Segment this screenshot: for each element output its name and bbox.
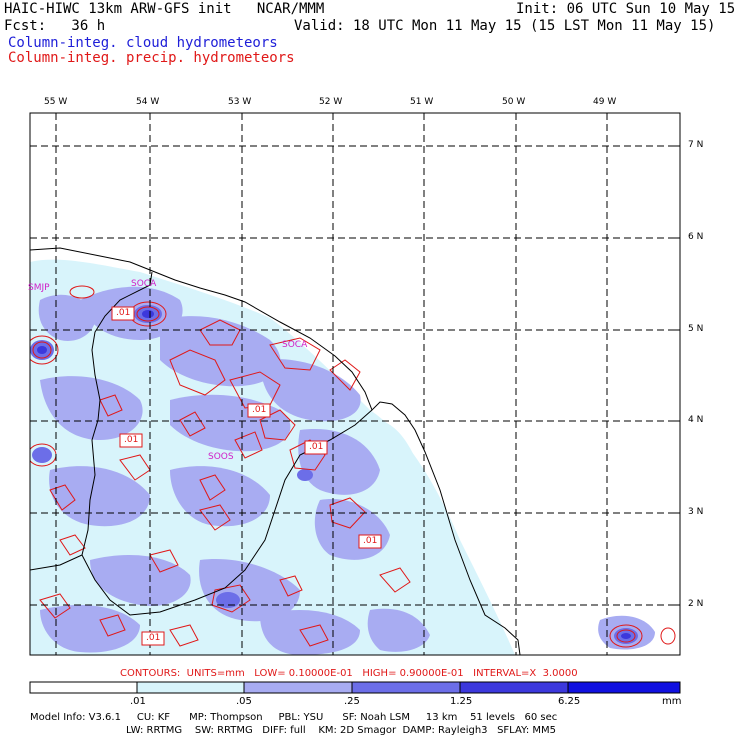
contour-value-label: .01 — [252, 405, 267, 415]
contours-info: CONTOURS: UNITS=mm LOW= 0.10000E-01 HIGH… — [120, 668, 578, 679]
lon-label: 49 W — [593, 97, 617, 107]
lat-label: 6 N — [688, 232, 704, 242]
forecast-hour: Fcst: 36 h — [4, 18, 106, 34]
colorbar-label: .01 — [130, 696, 146, 707]
station-label: SOOS — [208, 452, 234, 462]
grid-lines — [30, 113, 680, 655]
legend-precip: Column-integ. precip. hydrometeors — [8, 50, 295, 66]
model-title: HAIC-HIWC 13km ARW-GFS init NCAR/MMM — [4, 1, 325, 17]
colorbar-unit: mm — [662, 696, 682, 707]
contour-value-label: .01 — [309, 442, 324, 452]
lat-label: 3 N — [688, 507, 704, 517]
model-info-line2: LW: RRTMG SW: RRTMG DIFF: full KM: 2D Sm… — [126, 725, 556, 736]
colorbar-label: .25 — [344, 696, 360, 707]
map-frame — [29, 112, 681, 656]
contour-value-label: .01 — [116, 308, 131, 318]
colorbar-label: 1.25 — [450, 696, 473, 707]
colorbar-label: .05 — [236, 696, 252, 707]
colorbar — [29, 681, 681, 694]
precip-contours — [30, 285, 676, 648]
station-label: SMJP — [28, 283, 50, 293]
contour-value-label: .01 — [363, 536, 378, 546]
contour-label-boxes — [111, 306, 382, 646]
lat-label: 7 N — [688, 140, 704, 150]
lat-label: 4 N — [688, 415, 704, 425]
cloud-core-fill — [37, 310, 631, 639]
station-label: SOCA — [131, 279, 157, 289]
lon-label: 53 W — [228, 97, 252, 107]
model-info-line1: Model Info: V3.6.1 CU: KF MP: Thompson P… — [30, 712, 558, 723]
valid-time: Valid: 18 UTC Mon 11 May 15 (15 LST Mon … — [294, 18, 716, 34]
contour-value-label: .01 — [124, 435, 139, 445]
tick-marks — [55, 113, 680, 606]
colorbar-label: 6.25 — [558, 696, 581, 707]
lon-label: 54 W — [136, 97, 160, 107]
lat-label: 2 N — [688, 599, 704, 609]
station-label: SOCA — [282, 340, 308, 350]
legend-cloud: Column-integ. cloud hydrometeors — [8, 35, 278, 51]
lon-label: 55 W — [44, 97, 68, 107]
init-time: Init: 06 UTC Sun 10 May 15 — [516, 1, 736, 17]
lon-label: 51 W — [410, 97, 434, 107]
lon-label: 52 W — [319, 97, 343, 107]
lon-label: 50 W — [502, 97, 526, 107]
contour-value-label: .01 — [146, 633, 161, 643]
lat-label: 5 N — [688, 324, 704, 334]
